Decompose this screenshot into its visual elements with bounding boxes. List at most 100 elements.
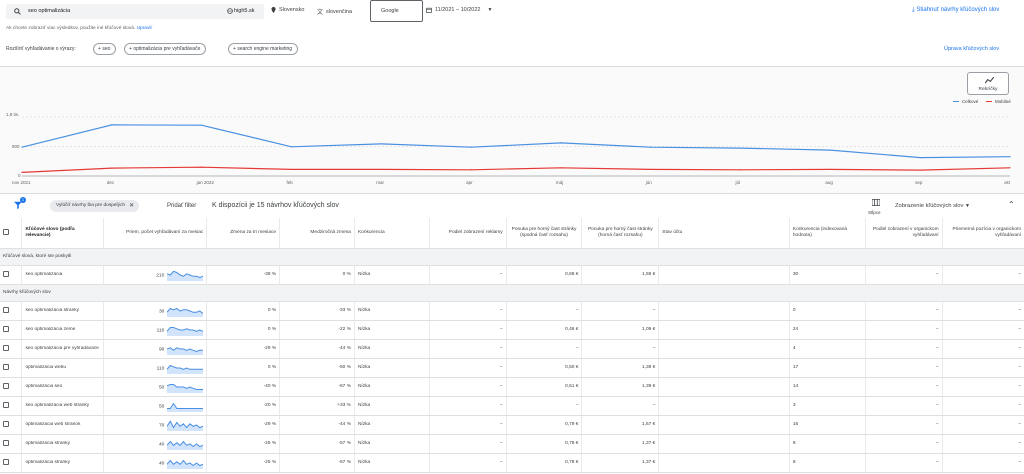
expand-pill-seo[interactable]: + seo [93, 43, 117, 55]
group-row: Návrhy kľúčových slov [0, 284, 1024, 302]
collapse-icon[interactable]: ⌃ [1008, 200, 1015, 209]
chart-type-button[interactable]: Rebríčky [967, 72, 1009, 95]
keyword-text: optimalizácia webu [25, 364, 66, 370]
legend-mobile-label: Mobilné [995, 99, 1011, 104]
header-competition[interactable]: Konkurencia [353, 218, 430, 249]
yoy-cell: -57 % [279, 434, 355, 454]
adult-filter-chip[interactable]: Vylúčiť návrhy iba pre dospelých ✕ [50, 200, 140, 212]
keyword-table: Kľúčové slovo (podľa relevancie) Priem. … [0, 218, 1024, 473]
row-checkbox[interactable] [3, 345, 9, 352]
sparkline-area [167, 347, 204, 355]
avg-searches-cell: 40 [103, 434, 207, 454]
table-row[interactable]: seo optimalizácia 210 -38 % 0 % Nízka –0,68 €… [0, 265, 1024, 285]
org-cell: – [864, 415, 943, 435]
row-select-cell [0, 396, 22, 416]
avg-searches-cell: 40 [103, 453, 207, 473]
header-organic-position[interactable]: Priemerná pozícia v organickom vyhľadáva… [941, 218, 1024, 249]
header-avg-searches[interactable]: Priem. počet vyhľadávaní za mesiac [103, 218, 207, 249]
keyword-cell: optimalizácia stránky [21, 453, 104, 473]
header-three-month-change[interactable]: Zmena za tri mesiace [206, 218, 280, 249]
pos-cell: – [941, 415, 1024, 435]
header-account-status[interactable]: Stav účtu [658, 218, 790, 249]
network-selector[interactable]: Google [370, 0, 423, 22]
account-status-cell [658, 358, 790, 378]
low-cell: – [505, 396, 582, 416]
header-keyword[interactable]: Kľúčové slovo (podľa relevancie) [21, 218, 104, 249]
edit-link[interactable]: Upraviť [136, 26, 153, 31]
account-status-cell [658, 415, 790, 435]
sparkline-area [167, 270, 204, 281]
row-checkbox[interactable] [3, 459, 9, 466]
share-cell: – [428, 415, 507, 435]
table-row[interactable]: seo optimalizácia zeme 110 0 % -22 % Nízka –0… [0, 320, 1024, 340]
q3-cell: -40 % [206, 377, 280, 397]
keyword-view-label: Zobrazenie kľúčových slov [895, 203, 964, 209]
row-checkbox[interactable] [3, 271, 9, 278]
table-row[interactable]: optimalizácia web stránok 70 -29 % -44 % Níz… [0, 415, 1024, 435]
filter-icon[interactable] [14, 201, 22, 209]
share-cell: – [428, 377, 507, 397]
row-checkbox[interactable] [3, 307, 9, 314]
close-icon[interactable]: ✕ [129, 203, 135, 209]
table-row[interactable]: optimalizácia stránky 40 -25 % -57 % Nízka –0… [0, 453, 1024, 473]
keyword-cell: seo optimalizácia stranky [21, 301, 104, 321]
select-all-checkbox[interactable] [3, 229, 9, 236]
data-point [290, 146, 293, 148]
comp-cell: Nízka [353, 415, 430, 435]
header-competition-index[interactable]: Konkurencia (indexovaná hodnota) [788, 218, 866, 249]
trend-sparkline [167, 270, 204, 281]
yoy-cell: +33 % [279, 396, 355, 416]
globe-icon [227, 8, 233, 14]
org-cell: – [864, 301, 943, 321]
group-row: Kľúčové slová, ktoré ste poskytli [0, 248, 1024, 266]
table-row[interactable]: seo optimalizácia web stránky 50 -20 % +33 … [0, 396, 1024, 416]
pos-cell: – [941, 320, 1024, 340]
row-select-cell [0, 301, 22, 321]
data-point [739, 169, 742, 171]
keyword-cell: optimalizácia stránky [21, 434, 104, 454]
avg-searches-cell: 110 [103, 358, 207, 378]
columns-icon[interactable] [872, 199, 880, 206]
row-checkbox[interactable] [3, 402, 9, 409]
header-bid-high[interactable]: Ponuka pre horný čast stránky (horná čas… [581, 218, 659, 249]
download-keywords-button[interactable]: ⤓ Stiahnuť návrhy kľúčových slov [912, 7, 999, 14]
q3-cell: 0 % [206, 320, 280, 340]
header-bid-low[interactable]: Ponuka pre horný čast stránky (spodná ča… [505, 218, 582, 249]
pill-label: optimalizácia pre vyhľadávače [133, 46, 201, 52]
expand-pill-sem[interactable]: + search engine marketing [228, 43, 299, 55]
expand-label: Rozšíriť vyhľadávanie o výrazy: [6, 46, 76, 52]
avg-searches-value: 210 [156, 272, 165, 278]
header-organic-share[interactable]: Podiel zobrazení v organickom vyhľadávan… [864, 218, 943, 249]
expand-pill-optimalizacia[interactable]: + optimalizácia pre vyhľadávače [124, 43, 207, 55]
data-point [650, 146, 652, 148]
q3-cell: -38 % [206, 265, 280, 285]
keyword-text: seo optimalizácia web stránky [25, 402, 90, 408]
row-checkbox[interactable] [3, 326, 9, 333]
row-checkbox[interactable] [3, 440, 9, 447]
table-row[interactable]: seo optimalizácia pre vyhľadávače 90 -29 %… [0, 339, 1024, 359]
edit-keywords-button[interactable]: Úprava kľúčových slov [944, 46, 1000, 52]
table-row[interactable]: optimalizácia seo 50 -40 % -67 % Nízka –0,51 … [0, 377, 1024, 397]
row-checkbox[interactable] [3, 383, 9, 390]
legend-total-label: Celkové [962, 99, 979, 104]
table-row[interactable]: optimalizácia stránky 40 -25 % -57 % Nízka –0… [0, 434, 1024, 454]
high-cell: 1,09 € [581, 320, 659, 340]
language-selector[interactable]: 文 slovenčina [317, 7, 352, 17]
yoy-cell: -57 % [279, 453, 355, 473]
org-cell: – [864, 320, 943, 340]
date-range-selector[interactable]: 11/2021 – 10/2022 ▼ [426, 7, 492, 13]
org-cell: – [864, 396, 943, 416]
search-input[interactable]: seo optimalizácia high5.sk [6, 4, 264, 19]
keyword-view-selector[interactable]: Zobrazenie kľúčových slov ▼ [895, 203, 970, 209]
header-yoy-change[interactable]: Medziročná zmena [279, 218, 355, 249]
chart-type-label: Rebríčky [978, 87, 998, 92]
row-checkbox[interactable] [3, 421, 9, 428]
location-selector[interactable]: Slovensko [271, 7, 304, 13]
add-filter-button[interactable]: Pridať filter [167, 203, 197, 209]
table-row[interactable]: optimalizácia webu 110 0 % -50 % Nízka –0,50 … [0, 358, 1024, 378]
header-impression-share[interactable]: Podiel zobrazení reklamy [428, 218, 507, 249]
row-checkbox[interactable] [3, 364, 9, 371]
trend-sparkline [166, 440, 204, 450]
sparkline-line [167, 402, 204, 409]
table-row[interactable]: seo optimalizácia stranky 30 0 % -33 % Nízka… [0, 301, 1024, 321]
